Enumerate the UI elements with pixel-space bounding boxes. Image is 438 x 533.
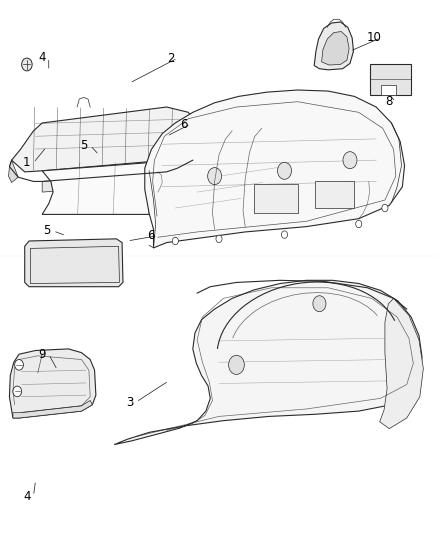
Text: 5: 5 [80, 139, 87, 152]
Circle shape [216, 235, 222, 243]
Polygon shape [42, 172, 166, 192]
Polygon shape [10, 349, 96, 418]
Polygon shape [314, 22, 353, 70]
Text: 10: 10 [367, 31, 381, 44]
Polygon shape [25, 239, 123, 287]
Text: 6: 6 [180, 118, 188, 131]
Text: 3: 3 [126, 395, 133, 409]
Polygon shape [321, 31, 349, 65]
Polygon shape [145, 90, 405, 248]
Circle shape [282, 231, 288, 238]
Polygon shape [381, 85, 396, 95]
Polygon shape [42, 161, 201, 214]
Text: 2: 2 [167, 52, 175, 64]
Circle shape [14, 360, 23, 370]
Polygon shape [9, 160, 18, 182]
Polygon shape [380, 298, 424, 429]
Circle shape [13, 386, 21, 397]
Text: 1: 1 [23, 156, 31, 169]
Polygon shape [12, 107, 197, 172]
Circle shape [356, 220, 362, 228]
Text: 6: 6 [148, 229, 155, 242]
Bar [370, 64, 411, 95]
Text: 5: 5 [43, 224, 50, 237]
Bar [254, 184, 297, 213]
Text: 9: 9 [39, 348, 46, 361]
Bar [315, 181, 354, 208]
Text: 4: 4 [23, 490, 31, 503]
Text: 4: 4 [39, 51, 46, 64]
Text: 8: 8 [385, 95, 393, 108]
Polygon shape [13, 400, 92, 418]
Circle shape [21, 58, 32, 71]
Circle shape [382, 204, 388, 212]
Circle shape [343, 152, 357, 168]
Circle shape [278, 163, 291, 179]
Circle shape [172, 237, 178, 245]
Circle shape [229, 356, 244, 374]
Polygon shape [114, 280, 422, 445]
Circle shape [313, 296, 326, 312]
Circle shape [208, 167, 222, 184]
